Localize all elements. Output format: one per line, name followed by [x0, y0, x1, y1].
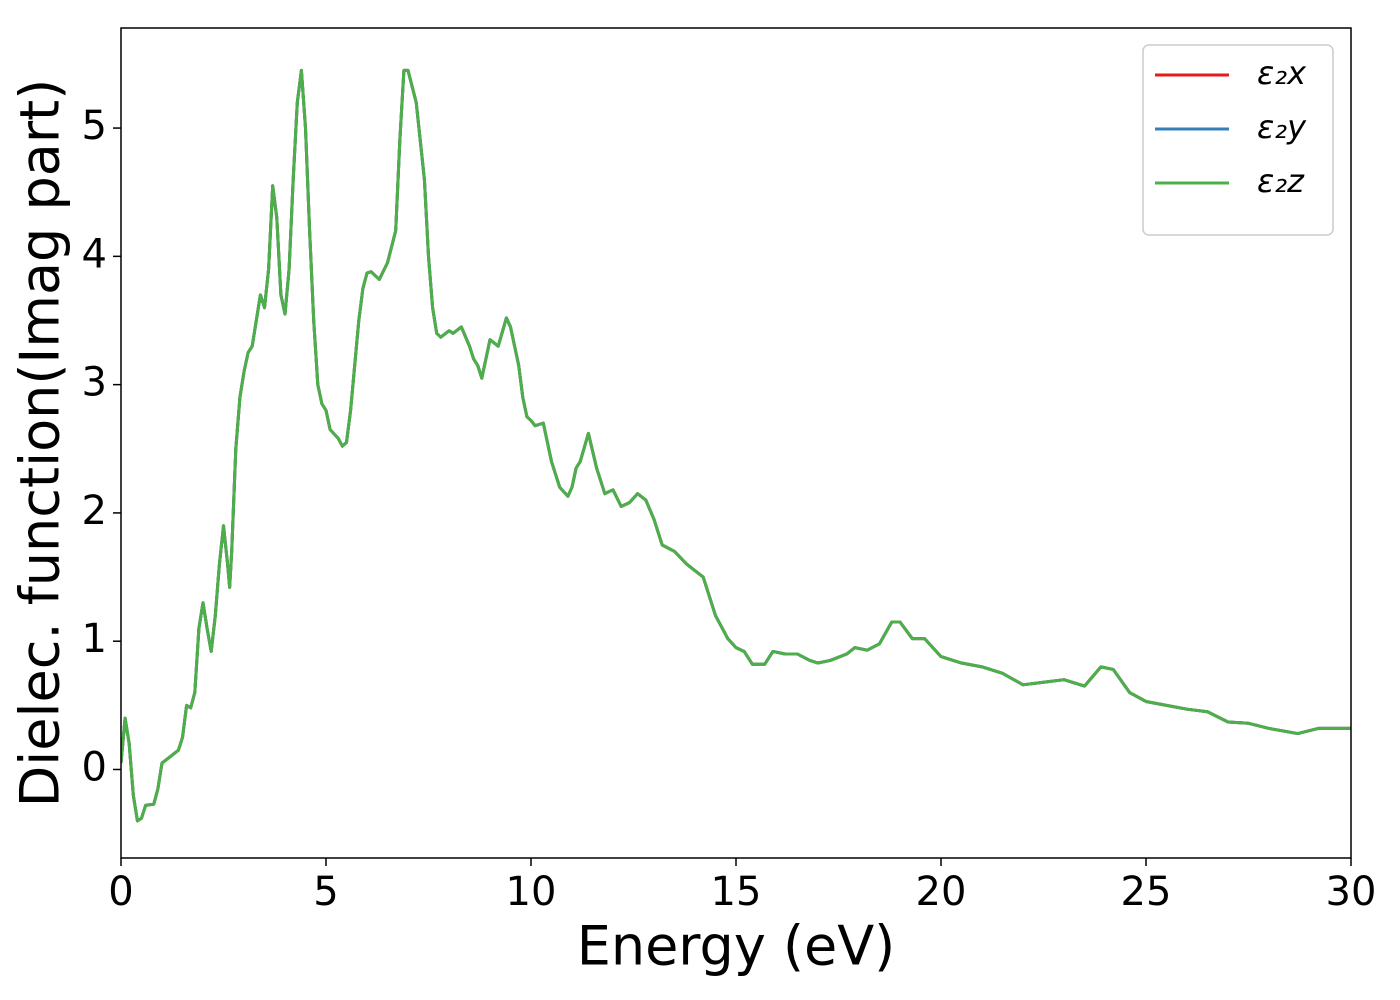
y-tick-label: 3 [82, 360, 107, 406]
y-tick-label: 1 [82, 616, 107, 662]
x-tick-label: 15 [711, 869, 762, 915]
y-tick-label: 2 [82, 488, 107, 534]
x-tick-label: 10 [506, 869, 557, 915]
legend-label: ε₂y [1257, 108, 1307, 146]
x-tick-label: 20 [916, 869, 967, 915]
legend-label: ε₂x [1257, 54, 1307, 92]
y-axis-label: Dielec. function(Imag part) [9, 79, 72, 808]
y-tick-label: 0 [82, 744, 107, 790]
y-tick-label: 4 [82, 231, 107, 277]
x-tick-label: 5 [313, 869, 338, 915]
plot-frame [120, 27, 1352, 859]
y-tick-label: 5 [82, 103, 107, 149]
series-line [121, 68, 1351, 823]
legend-box [1142, 44, 1334, 236]
x-axis-label: Energy (eV) [577, 915, 896, 978]
x-tick-label: 0 [108, 869, 133, 915]
x-tick-label: 30 [1326, 869, 1377, 915]
x-tick-label: 25 [1121, 869, 1172, 915]
legend-label: ε₂z [1257, 162, 1305, 200]
